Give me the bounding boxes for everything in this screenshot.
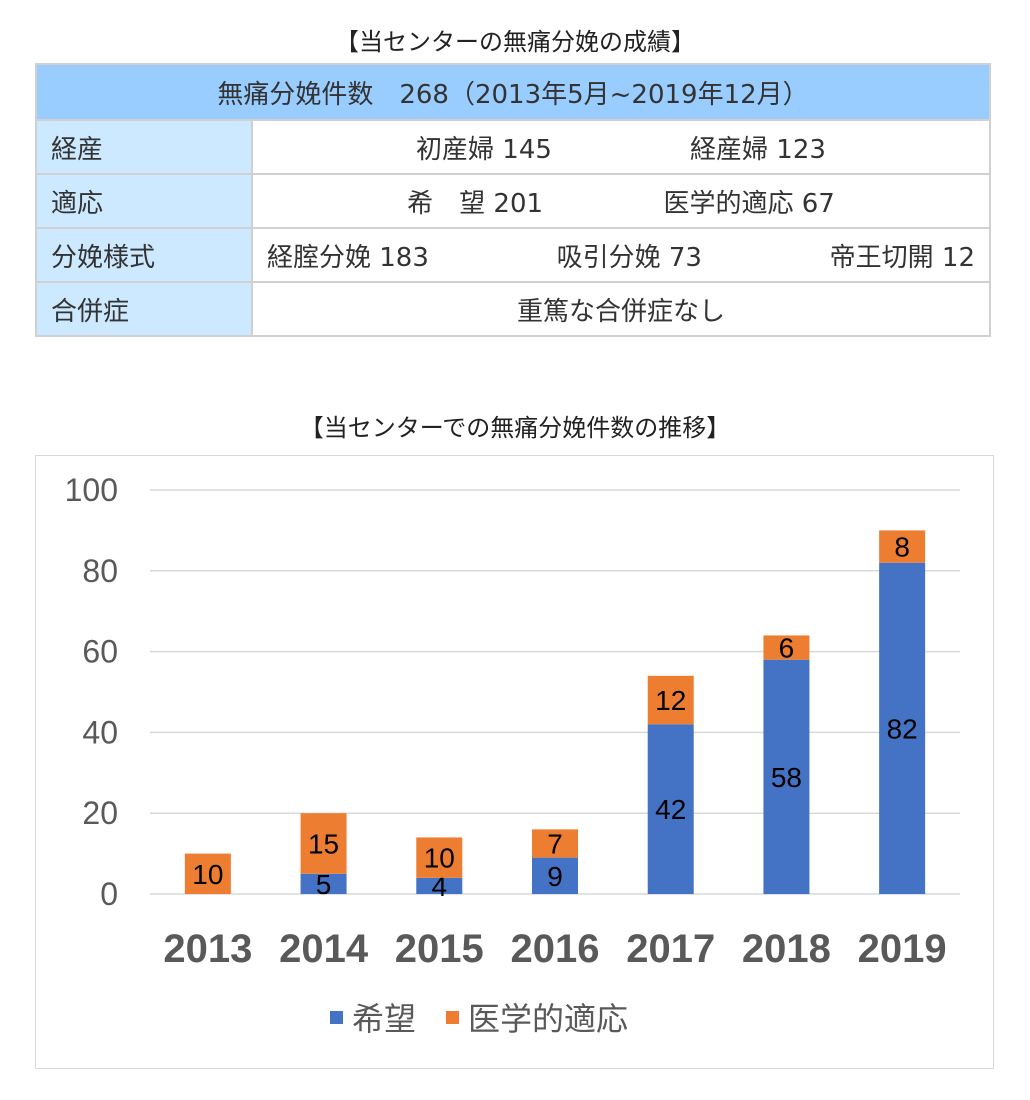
chart-title: 【当センターでの無痛分娩件数の推移】	[299, 414, 731, 442]
data-label: 10	[192, 859, 223, 890]
bar-希望	[647, 724, 694, 894]
x-tick-label: 2018	[742, 927, 831, 971]
x-tick-label: 2015	[395, 927, 484, 971]
x-tick-label: 2013	[163, 927, 252, 971]
bar-医学的適応	[647, 675, 694, 725]
x-tick-label: 2016	[511, 927, 600, 971]
cell: 経産婦 123	[690, 134, 826, 165]
bar-医学的適応	[532, 829, 578, 858]
legend-swatch	[446, 1011, 459, 1024]
bar-希望	[300, 873, 347, 894]
y-tick-label: 100	[65, 472, 118, 508]
cell: 重篤な合併症なし	[516, 296, 725, 327]
legend-swatch	[330, 1011, 343, 1024]
results-table: 無痛分娩件数 268（2013年5月~2019年12月） 経産 初産婦 145 経…	[35, 63, 991, 337]
bar-希望	[879, 562, 926, 894]
x-tick-label: 2014	[279, 927, 369, 971]
bar-医学的適応	[416, 837, 463, 878]
bar-希望	[763, 659, 810, 894]
data-label: 9	[547, 861, 563, 892]
data-label: 10	[424, 843, 455, 874]
y-tick-label: 0	[100, 876, 118, 912]
bar-希望	[532, 857, 578, 894]
data-label: 58	[771, 762, 802, 793]
bar-医学的適応	[763, 635, 810, 660]
table-title: 【当センターの無痛分娩の成績】	[335, 28, 695, 56]
chart-area	[35, 455, 994, 1069]
data-label: 8	[894, 532, 910, 563]
x-tick-label: 2019	[858, 927, 947, 971]
cell: 医学的適応 67	[663, 188, 835, 219]
x-tick-label: 2017	[626, 927, 715, 971]
bar-希望	[416, 877, 463, 894]
y-tick-label: 20	[82, 795, 118, 831]
legend-label: 希望	[352, 1000, 416, 1038]
bar-医学的適応	[879, 530, 926, 563]
row-label: 経産	[35, 119, 253, 175]
table-header: 無痛分娩件数 268（2013年5月~2019年12月）	[35, 63, 991, 121]
y-tick-label: 60	[82, 634, 118, 670]
cell: 初産婦 145	[416, 134, 552, 165]
bar-医学的適応	[300, 813, 347, 874]
row-label: 分娩様式	[35, 227, 253, 283]
data-label: 7	[547, 829, 563, 860]
data-label: 6	[779, 633, 795, 664]
cell: 吸引分娩 73	[556, 242, 702, 273]
data-label: 82	[887, 713, 918, 744]
cell: 帝王切開 12	[829, 242, 975, 273]
y-tick-label: 80	[82, 553, 118, 589]
row-label: 合併症	[35, 281, 253, 337]
data-label: 5	[316, 869, 332, 900]
row-label: 適応	[35, 173, 253, 229]
y-tick-label: 40	[82, 714, 118, 750]
legend-label: 医学的適応	[468, 1000, 628, 1038]
data-label: 4	[431, 871, 447, 902]
data-label: 12	[655, 685, 686, 716]
cell: 希 望 201	[407, 188, 544, 219]
data-label: 15	[308, 829, 339, 860]
cell: 経腟分娩 183	[267, 242, 429, 273]
bar-医学的適応	[184, 853, 231, 894]
data-label: 42	[655, 794, 686, 825]
